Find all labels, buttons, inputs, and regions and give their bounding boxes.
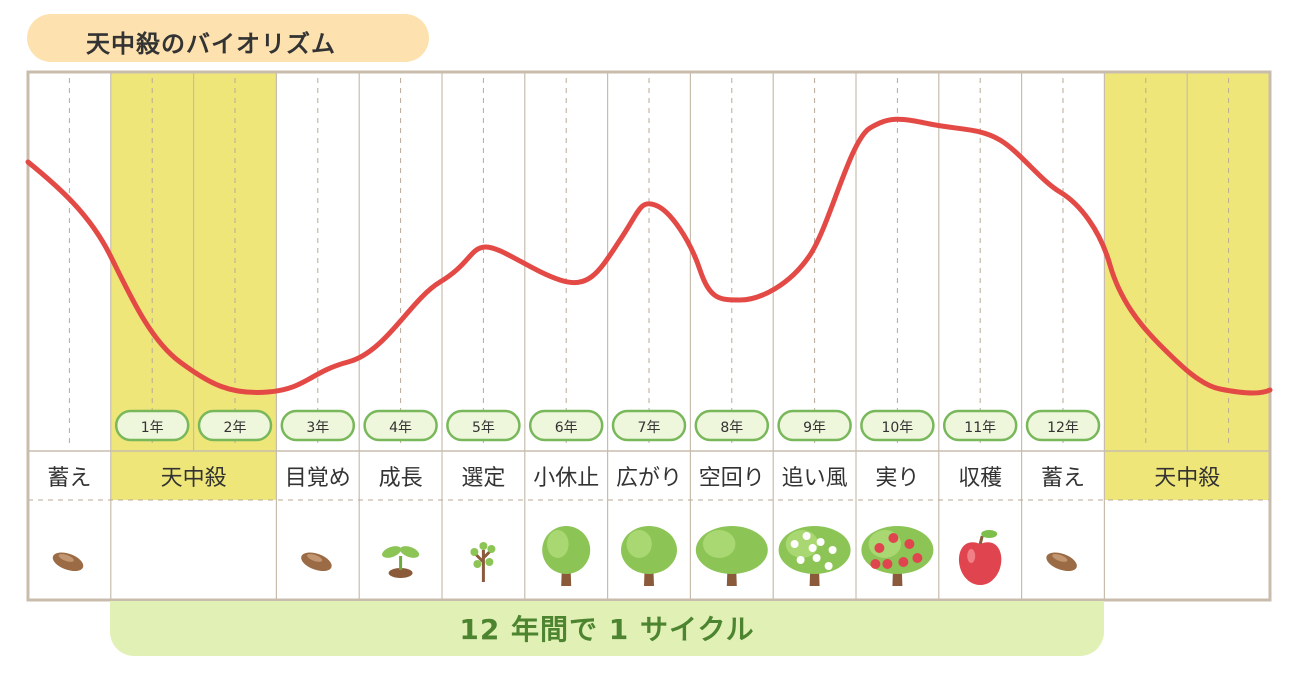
wide-tree-icon: [695, 526, 768, 586]
year-badge-label: 12年: [1047, 420, 1079, 436]
small-tree-icon: [542, 526, 591, 586]
year-badge-label: 1年: [141, 420, 164, 436]
year-badge: 4年: [363, 409, 438, 442]
year-badge-label: 11年: [964, 420, 996, 436]
biorhythm-curve: [25, 116, 1273, 396]
seed-icon: [301, 552, 332, 572]
year-badge: 9年: [777, 409, 852, 442]
phase-label: 蓄え: [47, 466, 91, 491]
year-badge-label: 10年: [881, 420, 913, 436]
tree-icon: [621, 526, 677, 586]
phase-label: 実り: [875, 466, 919, 491]
phase-label: 追い風: [782, 466, 848, 491]
phase-label: 小休止: [533, 466, 599, 491]
year-badge: 7年: [611, 409, 687, 442]
cycle-band: [110, 601, 1104, 656]
cycle-label: 12 年間で 1 サイクル: [459, 613, 755, 646]
year-badge-label: 7年: [638, 420, 661, 436]
phase-label: 選定: [461, 466, 505, 491]
phase-label: 収穫: [958, 466, 1002, 491]
chart-border: [26, 70, 1272, 602]
phase-label: 成長: [379, 466, 423, 491]
blossom-tree-icon: [778, 526, 851, 586]
sapling-icon: [470, 542, 496, 582]
year-badge: 6年: [528, 409, 604, 442]
year-badge-label: 2年: [224, 420, 247, 436]
year-badge: 8年: [694, 409, 770, 442]
tenchusatsu-label-band: [110, 451, 277, 499]
sprout-icon: [382, 546, 420, 578]
year-badge: 2年: [197, 409, 273, 442]
year-badge-label: 8年: [720, 420, 743, 436]
year-badge: 12年: [1025, 409, 1101, 442]
phase-label: 蓄え: [1041, 466, 1085, 491]
seed-icon: [1046, 552, 1077, 572]
year-badge: 5年: [446, 409, 521, 442]
phase-label: 目覚め: [285, 466, 351, 491]
page-title: 天中殺のバイオリズム: [86, 30, 336, 58]
tenchusatsu-label-band: [1104, 451, 1270, 499]
year-badge: 11年: [942, 409, 1018, 442]
apple-icon: [959, 530, 1002, 585]
phase-label: 広がり: [616, 466, 682, 491]
year-badge: 10年: [860, 409, 935, 442]
year-badge-label: 5年: [472, 420, 495, 436]
year-badge-label: 4年: [389, 420, 412, 436]
fruit-tree-icon: [861, 526, 934, 586]
phase-label: 天中殺: [1154, 466, 1220, 491]
year-badge: 3年: [280, 409, 356, 442]
year-badge-label: 6年: [555, 420, 578, 436]
phase-label: 空回り: [699, 466, 765, 491]
title-pill: [27, 14, 429, 62]
year-badge-label: 9年: [803, 420, 826, 436]
year-badge-label: 3年: [306, 420, 329, 436]
year-badge: 1年: [114, 409, 190, 442]
seed-icon: [52, 552, 84, 572]
phase-label: 天中殺: [161, 466, 227, 491]
